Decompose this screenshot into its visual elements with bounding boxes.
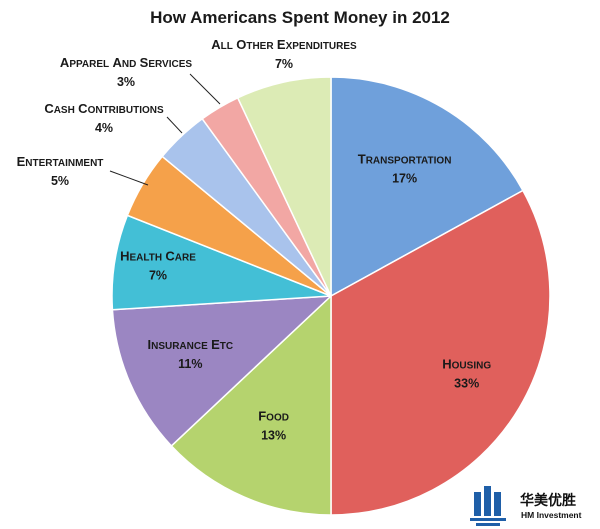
label-apparel-and-services: APPAREL AND SERVICES xyxy=(60,55,192,70)
slice-insurance-etc xyxy=(111,295,334,447)
pct-insurance-etc: 11% xyxy=(178,357,202,371)
label-entertainment: ENTERTAINMENT xyxy=(17,154,104,169)
label-cash-contributions: CASH CONTRIBUTIONS xyxy=(44,101,164,116)
watermark-name-en: HM Investment xyxy=(521,510,582,520)
pct-transportation: 17% xyxy=(392,172,417,186)
leader-line-cash-contributions xyxy=(166,116,183,134)
slice-food xyxy=(170,294,332,516)
label-food: FOOD xyxy=(258,409,289,424)
watermark-logo: 华美优胜 HM Investment xyxy=(470,486,582,526)
leader-lines xyxy=(109,73,221,186)
pie-slices xyxy=(111,76,551,516)
label-housing: HOUSING xyxy=(442,356,491,371)
pct-all-other-expenditures: 7% xyxy=(275,57,293,71)
leader-line-apparel-and-services xyxy=(189,73,221,105)
hm-logo-icon xyxy=(470,486,506,526)
pct-apparel-and-services: 3% xyxy=(117,75,135,89)
slice-all-other-expenditures xyxy=(236,76,332,297)
slice-housing xyxy=(330,189,551,516)
pct-entertainment: 5% xyxy=(51,174,69,188)
label-all-other-expenditures: ALL OTHER EXPENDITURES xyxy=(211,37,357,52)
chart-title: How Americans Spent Money in 2012 xyxy=(150,8,450,27)
slice-labels: TRANSPORTATION 17% HOUSING 33% FOOD 13% INSURA… xyxy=(17,37,492,443)
watermark-name-cn: 华美优胜 xyxy=(520,492,576,509)
leader-line-entertainment xyxy=(109,170,149,186)
pct-food: 13% xyxy=(261,429,286,443)
pct-cash-contributions: 4% xyxy=(95,121,113,135)
pct-housing: 33% xyxy=(454,376,479,390)
pct-health-care: 7% xyxy=(149,269,167,283)
slice-transportation xyxy=(330,76,524,298)
label-health-care: HEALTH CARE xyxy=(120,249,196,264)
label-insurance-etc: INSURANCE ETC xyxy=(147,337,233,352)
label-transportation: TRANSPORTATION xyxy=(358,152,452,167)
